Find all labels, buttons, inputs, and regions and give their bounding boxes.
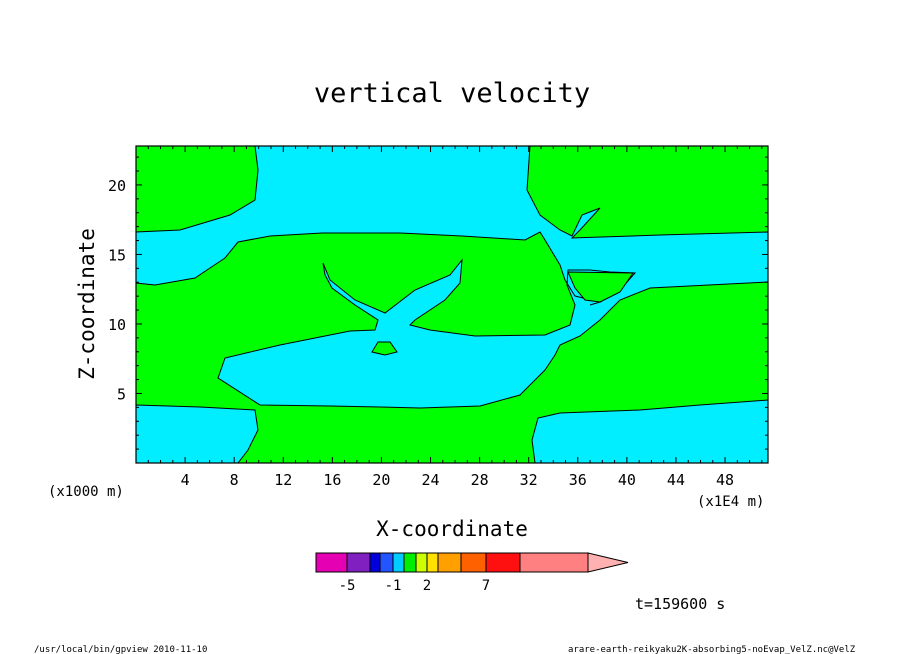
y-tick-marks: 5 10 15 20 — [108, 156, 768, 450]
x-tick-label: 44 — [667, 471, 685, 489]
colorbar-swatch — [379, 552, 394, 573]
colorbar-swatch — [392, 552, 405, 573]
colorbar-swatch — [403, 552, 417, 573]
footer-right: arare-earth-reikyaku2K-absorbing5-noEvap… — [568, 645, 856, 654]
x-tick-label: 28 — [471, 471, 489, 489]
y-axis-label: Z-coordinate — [75, 228, 99, 380]
x-tick-label: 4 — [181, 471, 190, 489]
colorbar-label: -5 — [339, 578, 356, 594]
colorbar-swatch — [485, 552, 521, 573]
negative-region-bottom-left — [135, 404, 259, 464]
plot-frame — [135, 145, 769, 464]
x-tick-label: 32 — [520, 471, 538, 489]
colorbar-swatch — [346, 552, 371, 573]
colorbar-swatch — [415, 552, 428, 573]
colorbar-swatch — [315, 552, 348, 573]
x-tick-label: 12 — [274, 471, 292, 489]
x-tick-marks: 4 8 12 16 20 24 28 32 36 40 44 48 — [147, 146, 763, 489]
x-tick-label: 48 — [716, 471, 734, 489]
x-tick-label: 36 — [569, 471, 587, 489]
time-label: t=159600 s — [635, 595, 725, 613]
colorbar-arrow — [587, 552, 629, 573]
y-tick-label: 10 — [108, 316, 126, 334]
footer-left: /usr/local/bin/gpview 2010-11-10 — [34, 645, 207, 654]
x-tick-label: 40 — [618, 471, 636, 489]
positive-cells — [371, 271, 634, 356]
colorbar-swatch — [437, 552, 462, 573]
colorbar-swatch — [519, 552, 589, 573]
x-tick-label: 20 — [372, 471, 390, 489]
colorbar: -5 -1 2 7 — [315, 552, 629, 594]
chart-title: vertical velocity — [314, 78, 590, 109]
positive-cell-small — [371, 341, 398, 356]
y-tick-label: 15 — [108, 246, 126, 264]
x-unit-left: (x1000 m) — [48, 484, 124, 500]
colorbar-swatch — [369, 552, 381, 573]
colorbar-label: 2 — [423, 578, 431, 594]
colorbar-swatch — [426, 552, 439, 573]
y-tick-label: 5 — [117, 385, 126, 403]
x-axis-label: X-coordinate — [376, 517, 528, 541]
negative-regions — [135, 145, 769, 464]
negative-region-top — [135, 145, 769, 409]
x-tick-label: 16 — [323, 471, 341, 489]
colorbar-label: 7 — [482, 578, 490, 594]
x-tick-label: 8 — [230, 471, 239, 489]
positive-cell-right — [567, 271, 634, 303]
x-tick-label: 24 — [421, 471, 439, 489]
colorbar-label: -1 — [385, 578, 402, 594]
colorbar-swatch — [460, 552, 487, 573]
y-tick-label: 20 — [108, 177, 126, 195]
x-unit-right: (x1E4 m) — [697, 494, 764, 510]
